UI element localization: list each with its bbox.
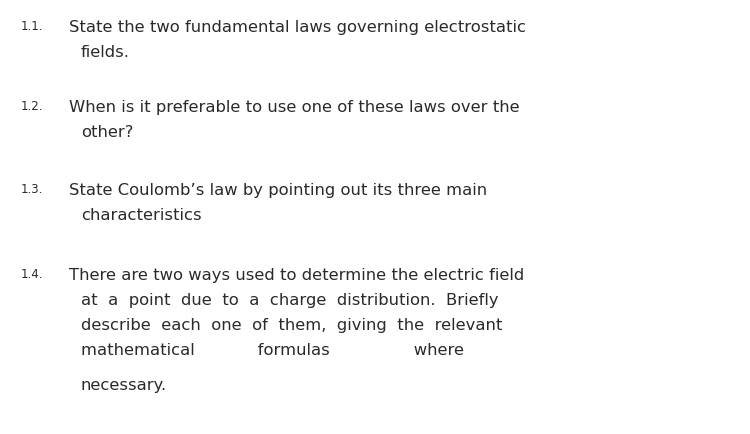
Text: State Coulomb’s law by pointing out its three main: State Coulomb’s law by pointing out its … (69, 182, 488, 197)
Text: mathematical            formulas                where: mathematical formulas where (81, 342, 464, 357)
Text: characteristics: characteristics (81, 207, 202, 222)
Text: 1.3.: 1.3. (21, 182, 44, 195)
Text: necessary.: necessary. (81, 378, 167, 392)
Text: at  a  point  due  to  a  charge  distribution.  Briefly: at a point due to a charge distribution.… (81, 292, 499, 307)
Text: 1.2.: 1.2. (21, 100, 44, 113)
Text: 1.1.: 1.1. (21, 20, 44, 33)
Text: fields.: fields. (81, 45, 130, 59)
Text: describe  each  one  of  them,  giving  the  relevant: describe each one of them, giving the re… (81, 317, 503, 332)
Text: other?: other? (81, 125, 134, 140)
Text: There are two ways used to determine the electric field: There are two ways used to determine the… (69, 267, 524, 282)
Text: 1.4.: 1.4. (21, 267, 44, 280)
Text: When is it preferable to use one of these laws over the: When is it preferable to use one of thes… (69, 100, 520, 115)
Text: State the two fundamental laws governing electrostatic: State the two fundamental laws governing… (69, 20, 526, 34)
